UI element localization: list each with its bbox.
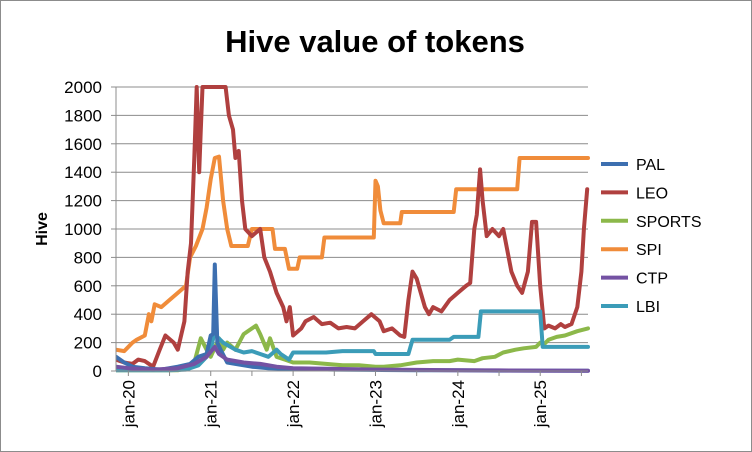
chart-title: Hive value of tokens [225, 24, 525, 59]
y-tick-label-7: 1400 [64, 163, 102, 182]
legend-label-lbi: LBI [636, 299, 660, 316]
legend-label-ctp: CTP [636, 271, 668, 288]
y-axis-label: Hive [34, 212, 51, 246]
x-tick-label-3: jan-23 [366, 380, 385, 428]
legend-label-spi: SPI [636, 242, 662, 259]
x-tick-label-5: jan-25 [531, 380, 550, 428]
x-tick-label-1: jan-21 [202, 380, 221, 428]
series-line-lbi [116, 309, 590, 373]
x-tick-label-4: jan-24 [449, 380, 468, 428]
y-tick-label-9: 1800 [64, 106, 102, 125]
y-tick-label-2: 400 [74, 305, 102, 324]
legend-label-pal: PAL [636, 157, 665, 174]
y-tick-label-10: 2000 [64, 78, 102, 97]
y-tick-label-0: 0 [93, 362, 102, 381]
series-line-ctp [116, 344, 590, 373]
y-tick-label-5: 1000 [64, 220, 102, 239]
series-line-leo [116, 85, 590, 369]
legend-label-leo: LEO [636, 185, 668, 202]
y-tick-label-1: 200 [74, 334, 102, 353]
y-tick-label-4: 800 [74, 248, 102, 267]
y-tick-label-8: 1600 [64, 135, 102, 154]
series-line-spi [116, 154, 590, 354]
x-tick-label-0: jan-20 [119, 380, 138, 428]
x-tick-label-2: jan-22 [284, 380, 303, 428]
legend-label-sports: SPORTS [636, 214, 702, 231]
y-tick-label-6: 1200 [64, 192, 102, 211]
y-tick-label-3: 600 [74, 277, 102, 296]
